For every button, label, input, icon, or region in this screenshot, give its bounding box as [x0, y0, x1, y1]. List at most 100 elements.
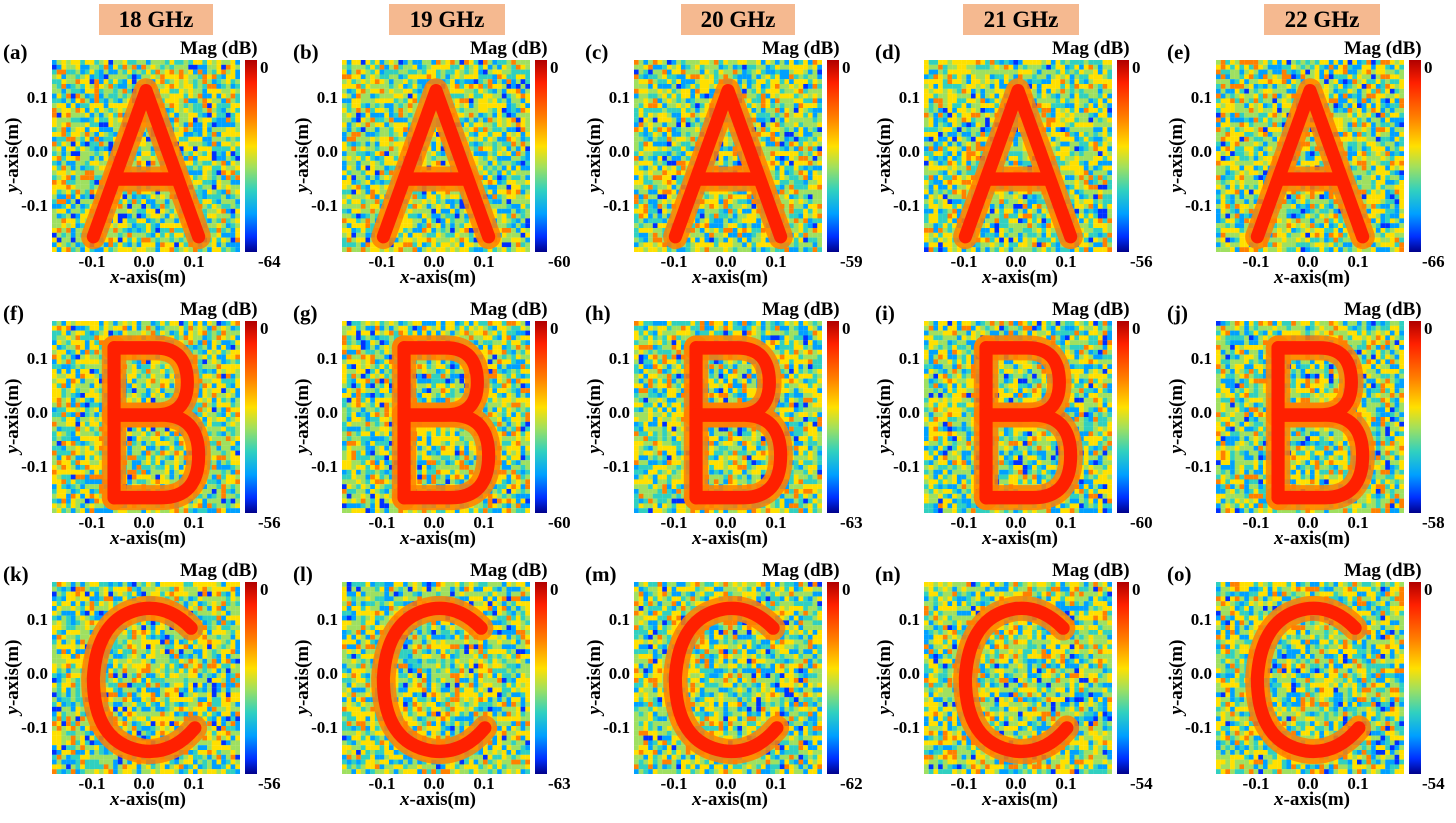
colorbar-title: Mag (dB)	[180, 560, 258, 582]
x-axis-label: x-axis(m)	[1232, 789, 1392, 811]
colorbar-min-label: -64	[258, 252, 281, 272]
heatmap-cells	[52, 582, 240, 774]
heatmap-cells	[52, 321, 240, 513]
colorbar	[827, 60, 839, 252]
x-axis-label: x-axis(m)	[650, 528, 810, 550]
heatmap-image	[52, 582, 240, 774]
colorbar-max-label: 0	[550, 319, 559, 339]
colorbar	[1409, 321, 1421, 513]
y-axis-rest: -axis(m)	[2, 640, 23, 706]
heatmap-image	[52, 321, 240, 513]
y-axis-rest: -axis(m)	[1166, 118, 1187, 184]
heatmap-cells	[1216, 321, 1404, 513]
colorbar-min-label: -56	[258, 774, 281, 794]
x-axis-var: x	[110, 789, 120, 810]
frequency-header: 21 GHz	[963, 4, 1079, 35]
y-axis-var: y	[2, 445, 23, 453]
x-axis-rest: -axis(m)	[410, 267, 476, 288]
panel-label: (j)	[1167, 301, 1188, 326]
heatmap-cells	[1216, 582, 1404, 774]
panel-label: (a)	[3, 40, 28, 65]
x-axis-var: x	[1274, 528, 1284, 549]
x-axis-label: x-axis(m)	[650, 267, 810, 289]
heatmap-cells	[634, 321, 822, 513]
colorbar	[535, 582, 547, 774]
colorbar	[827, 321, 839, 513]
colorbar-title: Mag (dB)	[762, 38, 840, 60]
panel-label: (i)	[875, 301, 895, 326]
y-axis-rest: -axis(m)	[292, 640, 313, 706]
y-axis-var: y	[1166, 706, 1187, 714]
x-axis-rest: -axis(m)	[992, 528, 1058, 549]
y-axis-label: y-axis(m)	[1166, 622, 1188, 732]
panel-label: (h)	[585, 301, 611, 326]
colorbar-title: Mag (dB)	[470, 560, 548, 582]
heatmap-image	[924, 582, 1112, 774]
x-axis-rest: -axis(m)	[992, 789, 1058, 810]
colorbar-min-label: -59	[840, 252, 863, 272]
x-axis-label: x-axis(m)	[358, 789, 518, 811]
colorbar-min-label: -54	[1422, 774, 1445, 794]
panel-label: (b)	[293, 40, 319, 65]
panel-label: (k)	[3, 562, 29, 587]
colorbar	[1409, 60, 1421, 252]
y-axis-rest: -axis(m)	[584, 640, 605, 706]
colorbar-title: Mag (dB)	[762, 560, 840, 582]
colorbar	[245, 582, 257, 774]
x-axis-var: x	[1274, 267, 1284, 288]
heatmap-image	[342, 321, 530, 513]
colorbar	[827, 582, 839, 774]
y-axis-label: y-axis(m)	[2, 622, 24, 732]
colorbar-max-label: 0	[1132, 58, 1141, 78]
colorbar-title: Mag (dB)	[180, 299, 258, 321]
heatmap-image	[924, 321, 1112, 513]
heatmap-image	[924, 60, 1112, 252]
colorbar-title: Mag (dB)	[180, 38, 258, 60]
colorbar-max-label: 0	[550, 580, 559, 600]
panel-label: (l)	[293, 562, 313, 587]
colorbar	[1117, 321, 1129, 513]
colorbar-title: Mag (dB)	[1052, 560, 1130, 582]
colorbar-min-label: -63	[840, 513, 863, 533]
y-axis-rest: -axis(m)	[584, 118, 605, 184]
frequency-header: 19 GHz	[389, 4, 505, 35]
colorbar-max-label: 0	[1424, 580, 1433, 600]
frequency-header: 22 GHz	[1264, 4, 1380, 35]
y-axis-label: y-axis(m)	[2, 361, 24, 471]
heatmap-image	[52, 60, 240, 252]
colorbar	[535, 60, 547, 252]
colorbar-title: Mag (dB)	[1344, 299, 1422, 321]
colorbar	[1117, 60, 1129, 252]
y-axis-var: y	[2, 184, 23, 192]
panel-label: (m)	[585, 562, 616, 587]
frequency-header: 20 GHz	[681, 4, 795, 35]
colorbar-title: Mag (dB)	[1052, 38, 1130, 60]
x-axis-label: x-axis(m)	[68, 789, 228, 811]
x-axis-label: x-axis(m)	[358, 267, 518, 289]
y-axis-var: y	[874, 706, 895, 714]
frequency-header: 18 GHz	[99, 4, 213, 35]
x-axis-label: x-axis(m)	[68, 528, 228, 550]
x-axis-var: x	[692, 789, 702, 810]
y-axis-var: y	[1166, 184, 1187, 192]
y-axis-var: y	[584, 706, 605, 714]
y-axis-label: y-axis(m)	[1166, 361, 1188, 471]
colorbar-min-label: -62	[840, 774, 863, 794]
y-axis-label: y-axis(m)	[874, 361, 896, 471]
y-axis-var: y	[584, 445, 605, 453]
x-axis-rest: -axis(m)	[120, 267, 186, 288]
x-axis-rest: -axis(m)	[1284, 528, 1350, 549]
x-axis-var: x	[982, 528, 992, 549]
y-axis-rest: -axis(m)	[874, 379, 895, 445]
x-axis-var: x	[110, 528, 120, 549]
heatmap-cells	[634, 582, 822, 774]
colorbar-min-label: -60	[548, 513, 571, 533]
colorbar-min-label: -56	[258, 513, 281, 533]
y-axis-label: y-axis(m)	[874, 100, 896, 210]
